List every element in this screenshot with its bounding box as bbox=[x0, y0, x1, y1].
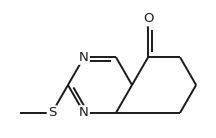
Text: S: S bbox=[48, 106, 56, 119]
Text: O: O bbox=[143, 12, 153, 25]
Text: N: N bbox=[79, 106, 89, 119]
Text: N: N bbox=[79, 51, 89, 64]
